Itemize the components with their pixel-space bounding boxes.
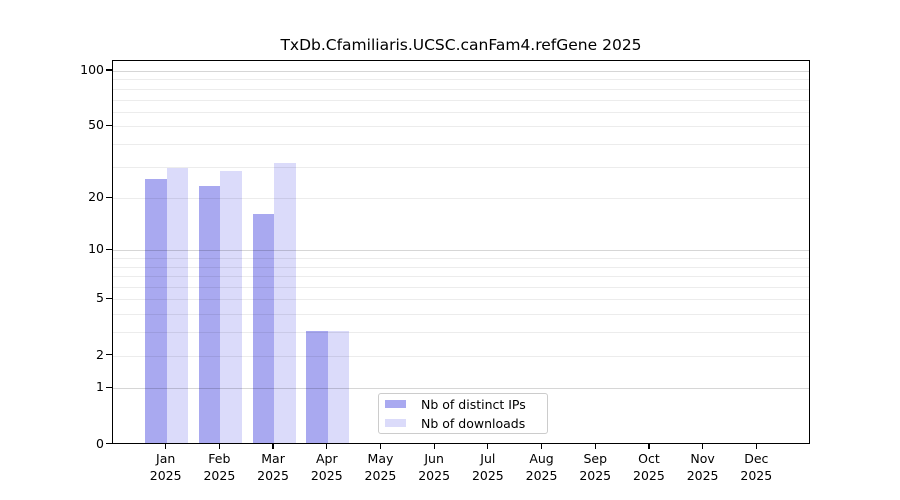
x-tick-dec [755, 444, 757, 449]
legend-swatch-downloads [385, 419, 406, 427]
y-tick-100 [106, 69, 112, 71]
legend-swatch-distinct-ips [385, 400, 406, 408]
y-tick-50 [106, 124, 112, 126]
y-tick-1 [106, 386, 112, 388]
x-tick-year-sep: 2025 [579, 467, 612, 483]
gridline-minor-8 [113, 266, 809, 268]
x-tick-label-jun: Jun 2025 [399, 451, 469, 484]
y-tick-label-1: 1 [96, 379, 104, 395]
y-tick-5 [106, 297, 112, 300]
x-tick-label-feb: Feb 2025 [184, 451, 254, 484]
bar-downloads-jan [166, 167, 189, 443]
x-tick-jan [165, 444, 167, 449]
x-tick-year-mar: 2025 [257, 467, 289, 483]
y-tick-label-100: 100 [80, 62, 104, 77]
x-tick-year-jul: 2025 [471, 467, 504, 483]
gridline-minor-40 [113, 143, 809, 145]
gridline-minor-3 [113, 332, 809, 334]
x-tick-label-may: May 2025 [345, 451, 415, 484]
gridline-major-1 [113, 388, 809, 390]
gridline-minor-50 [113, 126, 809, 128]
bar-downloads-mar [274, 162, 296, 443]
gridline-minor-60 [113, 111, 809, 113]
chart-title: TxDb.Cfamiliaris.UCSC.canFam4.refGene 20… [280, 36, 642, 54]
gridline-minor-80 [113, 88, 809, 90]
x-tick-year-jun: 2025 [418, 467, 451, 483]
y-tick-0 [106, 442, 112, 445]
bar-downloads-apr [327, 330, 350, 443]
gridline-major-100 [113, 71, 809, 72]
y-tick-2 [106, 353, 112, 356]
legend-item-distinct-ips: Nb of distinct IPs [385, 396, 547, 412]
x-tick-year-aug: 2025 [525, 467, 558, 483]
x-tick-label-oct: Oct 2025 [614, 451, 684, 484]
legend-item-downloads: Nb of downloads [385, 415, 547, 431]
bar-distinct-ips-feb [198, 185, 221, 443]
y-tick-label-5: 5 [96, 290, 104, 306]
x-tick-year-dec: 2025 [740, 467, 773, 483]
x-tick-may [379, 444, 382, 449]
x-tick-sep [594, 444, 596, 449]
y-tick-label-10: 10 [88, 241, 104, 257]
x-tick-year-jan: 2025 [149, 467, 182, 483]
x-tick-jun [433, 444, 435, 449]
legend-label-distinct-ips: Nb of distinct IPs [421, 396, 526, 412]
x-tick-label-apr: Apr 2025 [292, 451, 362, 484]
x-tick-year-may: 2025 [364, 467, 397, 483]
gridline-minor-20 [113, 198, 809, 200]
gridline-minor-5 [113, 299, 809, 301]
x-tick-aug [540, 444, 543, 449]
gridline-minor-2 [113, 355, 809, 357]
x-tick-year-nov: 2025 [686, 467, 719, 483]
y-tick-label-2: 2 [96, 346, 104, 362]
x-tick-nov [702, 444, 704, 449]
gridline-minor-9 [113, 258, 809, 260]
bar-distinct-ips-jan [145, 179, 167, 443]
x-tick-year-feb: 2025 [203, 467, 236, 483]
gridline-minor-7 [113, 276, 809, 278]
x-tick-label-mar: Mar 2025 [238, 451, 308, 484]
bar-distinct-ips-mar [252, 213, 275, 443]
x-tick-label-dec: Dec 2025 [721, 451, 791, 484]
x-tick-label-jul: Jul 2025 [453, 451, 523, 484]
x-tick-year-apr: 2025 [310, 467, 343, 483]
x-tick-label-nov: Nov 2025 [668, 451, 738, 484]
x-tick-label-aug: Aug 2025 [507, 451, 577, 484]
legend: Nb of distinct IPs Nb of downloads [378, 393, 548, 434]
gridline-minor-30 [113, 166, 809, 168]
gridline-major-10 [113, 250, 809, 252]
x-tick-mar [272, 444, 274, 449]
x-tick-jul [487, 444, 489, 449]
gridline-minor-70 [113, 99, 809, 101]
y-tick-label-50: 50 [88, 117, 104, 133]
x-tick-year-oct: 2025 [633, 467, 665, 483]
gridline-minor-6 [113, 287, 809, 289]
x-tick-apr [326, 444, 328, 449]
gridline-minor-4 [113, 314, 809, 316]
x-tick-feb [218, 444, 220, 449]
x-tick-oct [648, 444, 650, 449]
x-tick-label-sep: Sep 2025 [560, 451, 630, 484]
legend-label-downloads: Nb of downloads [421, 415, 526, 431]
y-tick-label-0: 0 [96, 435, 104, 451]
bar-distinct-ips-apr [306, 330, 328, 443]
bar-downloads-feb [220, 170, 242, 443]
gridline-minor-90 [113, 79, 809, 81]
y-tick-10 [106, 248, 112, 251]
y-tick-20 [106, 196, 112, 198]
x-tick-label-jan: Jan 2025 [131, 451, 201, 484]
plot-area [112, 60, 810, 444]
y-tick-label-20: 20 [88, 189, 104, 205]
